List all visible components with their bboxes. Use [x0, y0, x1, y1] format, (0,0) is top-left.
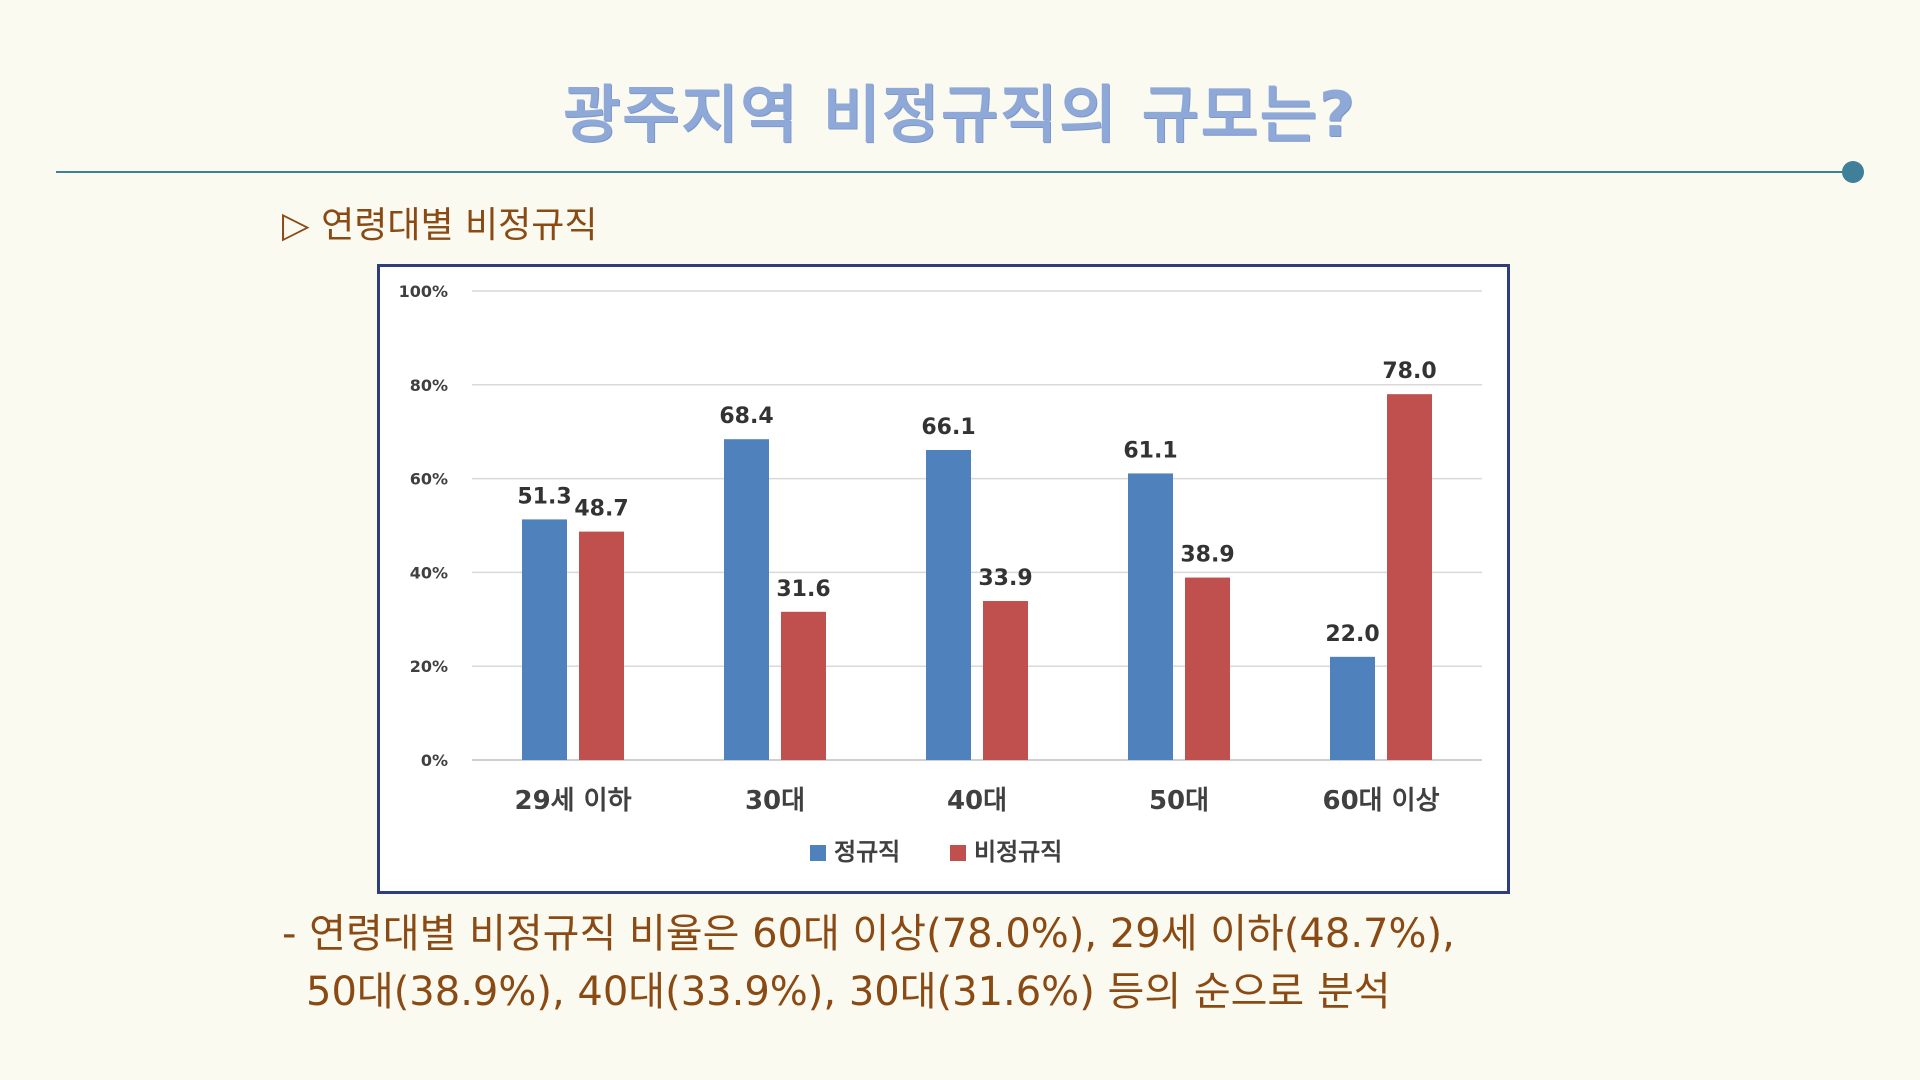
data-label: 31.6	[776, 577, 830, 602]
data-label: 33.9	[978, 566, 1032, 591]
bar-regular	[926, 449, 971, 760]
bar-irregular	[1387, 394, 1432, 760]
x-tick-label: 30대	[745, 786, 805, 816]
bar-chart: 0% 20% 40% 60% 80% 100% 51.3 48.7 29세 이하 68.4 31.6…	[399, 282, 1482, 866]
legend-swatch-regular	[810, 845, 826, 861]
y-tick-label: 80%	[410, 376, 448, 395]
data-label: 78.0	[1382, 359, 1436, 384]
legend-label: 비정규직	[974, 838, 1062, 866]
data-label: 51.3	[517, 484, 571, 509]
bar-irregular	[1185, 577, 1230, 760]
legend-label: 정규직	[834, 838, 900, 866]
bar-irregular	[579, 531, 624, 760]
bar-regular	[724, 439, 769, 760]
divider-line	[56, 171, 1852, 173]
y-tick-label: 100%	[399, 282, 448, 301]
bar-irregular	[781, 611, 826, 760]
page-title: 광주지역 비정규직의 규모는?	[563, 78, 1357, 151]
y-tick-label: 0%	[421, 751, 448, 770]
data-label: 22.0	[1325, 622, 1379, 647]
bar-irregular	[983, 601, 1028, 760]
data-label: 66.1	[921, 415, 975, 440]
bar-regular	[522, 519, 567, 760]
y-tick-label: 60%	[410, 470, 448, 489]
data-label: 61.1	[1123, 438, 1177, 463]
legend-swatch-irregular	[950, 845, 966, 861]
chart-frame: 0% 20% 40% 60% 80% 100% 51.3 48.7 29세 이하 68.4 31.6…	[377, 264, 1510, 894]
x-tick-label: 50대	[1149, 786, 1209, 816]
x-tick-label: 60대 이상	[1323, 786, 1440, 816]
analysis-note: - 연령대별 비정규직 비율은 60대 이상(78.0%), 29세 이하(48…	[282, 905, 1455, 1021]
bar-regular	[1128, 473, 1173, 760]
analysis-note-line-1: - 연령대별 비정규직 비율은 60대 이상(78.0%), 29세 이하(48…	[282, 911, 1455, 957]
analysis-note-line-2: 50대(38.9%), 40대(33.9%), 30대(31.6%) 등의 순으…	[306, 969, 1391, 1015]
bar-regular	[1330, 656, 1375, 760]
section-subtitle: ▷ 연령대별 비정규직	[282, 205, 598, 246]
x-tick-label: 40대	[947, 786, 1007, 816]
x-tick-label: 29세 이하	[515, 786, 632, 816]
y-tick-label: 20%	[410, 657, 448, 676]
y-tick-label: 40%	[410, 563, 448, 582]
data-label: 68.4	[719, 404, 773, 429]
data-label: 38.9	[1180, 543, 1234, 568]
divider-dot	[1842, 161, 1864, 183]
data-label: 48.7	[574, 497, 628, 522]
